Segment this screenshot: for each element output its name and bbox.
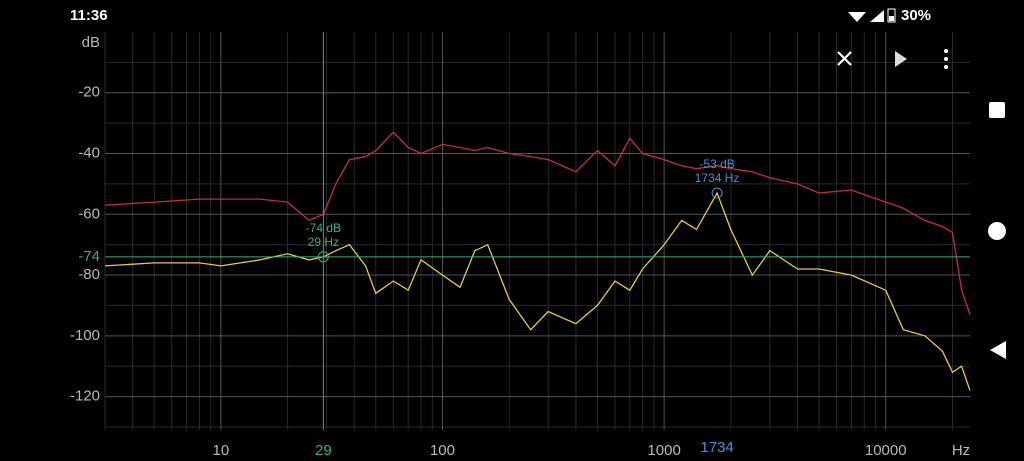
y-tick-label: -120 <box>70 388 100 405</box>
battery-level <box>889 16 894 21</box>
x-tick-label: 100 <box>430 442 455 459</box>
cursor-marker <box>711 187 723 199</box>
y-unit: dB <box>82 34 100 51</box>
cursor-label: -74 dB <box>306 221 341 235</box>
spectrum-line <box>104 131 971 315</box>
more-button[interactable] <box>944 49 948 69</box>
cursor-x-label: 1734 <box>700 439 733 456</box>
y-tick-label: -40 <box>78 144 100 161</box>
signal-icon <box>870 10 884 22</box>
y-tick-label: -20 <box>78 84 100 101</box>
cursor-y-label: -74 <box>78 248 100 265</box>
x-tick-label: 10 <box>213 442 230 459</box>
y-tick-label: -80 <box>78 266 100 283</box>
spectrum-line <box>104 191 971 391</box>
wifi-icon <box>848 12 866 22</box>
battery-icon <box>887 8 896 23</box>
y-tick-label: -100 <box>70 327 100 344</box>
cursor-x-label: 29 <box>315 442 332 459</box>
y-tick-label: -60 <box>78 205 100 222</box>
play-button[interactable] <box>895 51 907 67</box>
nav-home[interactable] <box>988 222 1006 240</box>
clock: 11:36 <box>70 7 108 24</box>
close-button[interactable] <box>837 51 852 66</box>
cursor-label: 1734 Hz <box>695 171 740 185</box>
nav-back[interactable] <box>990 341 1006 359</box>
plot: 10 100 1000 10000 -20 -40 -60 -80 -100 -120 dB Hz -7… <box>70 32 971 459</box>
cursor-label: -53 dB <box>699 157 734 171</box>
nav-recents[interactable] <box>989 102 1005 118</box>
battery-text: 30% <box>901 7 931 24</box>
cursor-marker <box>317 251 329 263</box>
cursor-label: 29 Hz <box>308 235 339 249</box>
x-unit: Hz <box>952 442 970 459</box>
x-tick-label: 10000 <box>865 442 907 459</box>
x-tick-label: 1000 <box>647 442 680 459</box>
